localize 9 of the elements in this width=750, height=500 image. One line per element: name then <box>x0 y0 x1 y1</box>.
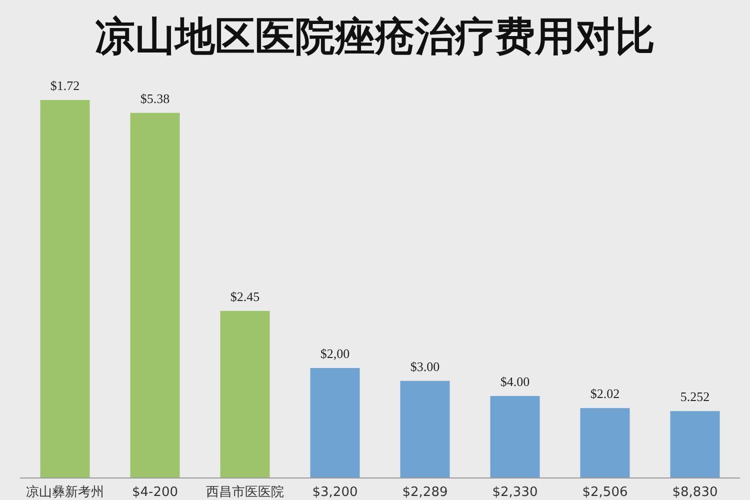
annotation: $4.00 <box>500 374 530 389</box>
annotation: $2.02 <box>590 386 620 402</box>
annotation: $5.38 <box>140 90 170 106</box>
annotation: 5.252 <box>680 389 710 404</box>
annotation: $2,00 <box>320 346 350 361</box>
title: 凉山地区医院痤疮治疗费用对比 <box>95 14 655 60</box>
annotation: $2.45 <box>230 288 260 304</box>
annotation: $3.00 <box>410 358 440 374</box>
annotation: $1.72 <box>50 78 80 93</box>
